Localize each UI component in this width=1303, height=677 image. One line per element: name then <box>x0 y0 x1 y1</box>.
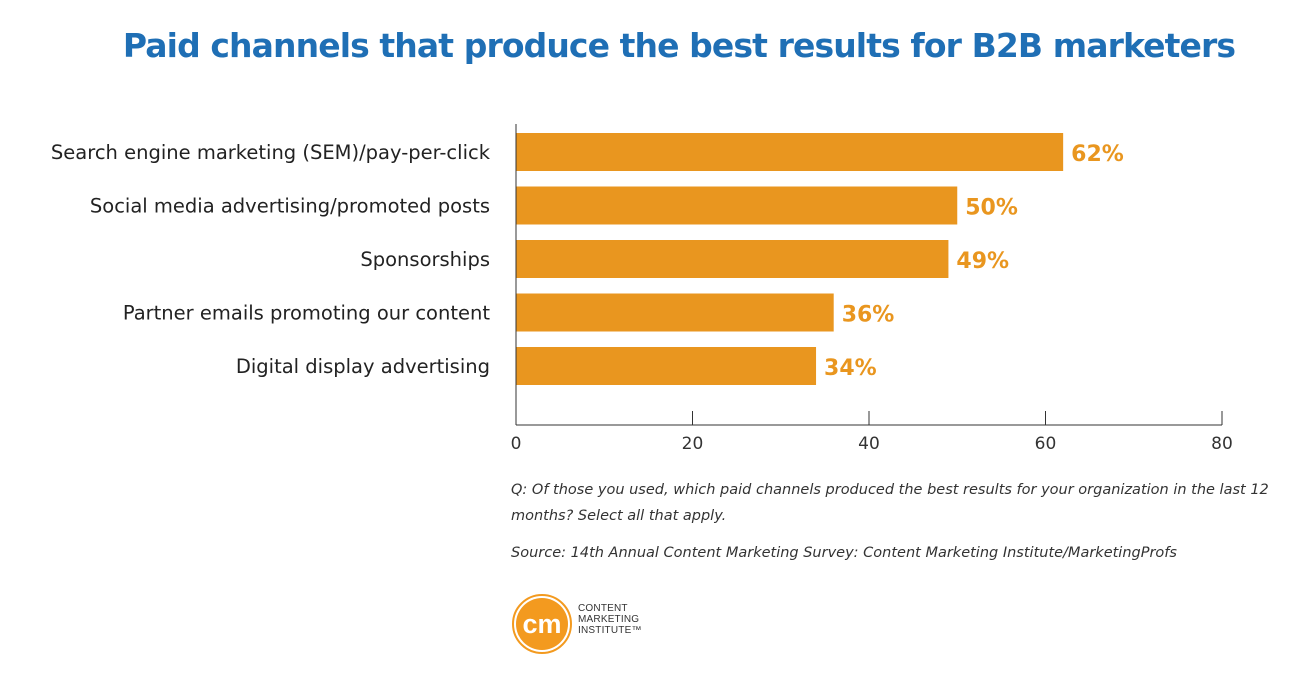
category-label-1: Search engine marketing (SEM)/pay-per-cl… <box>51 141 491 164</box>
value-label-1: 62% <box>1071 142 1124 167</box>
bars-layer <box>516 133 1064 385</box>
x-tick-label-3: 40 <box>858 434 880 454</box>
logo-line-3: INSTITUTE™ <box>578 625 642 636</box>
chart-title: Paid channels that produce the best resu… <box>122 26 1236 65</box>
bar-2 <box>516 186 958 225</box>
logo-initials: cm <box>522 609 561 639</box>
x-tick-label-5: 80 <box>1211 434 1233 454</box>
survey-question-note: Q: Of those you used, which paid channel… <box>511 482 1269 524</box>
category-label-3: Sponsorships <box>360 248 490 271</box>
cmi-logo-mark: cm <box>512 594 572 654</box>
value-label-2: 50% <box>965 196 1018 221</box>
category-label-5: Digital display advertising <box>236 355 490 378</box>
value-labels: 62% 50% 49% 36% 34% <box>824 142 1124 381</box>
category-labels: Search engine marketing (SEM)/pay-per-cl… <box>51 141 491 378</box>
value-label-3: 49% <box>956 249 1009 274</box>
x-tick-label-1: 0 <box>511 434 522 454</box>
cmi-logo: cm CONTENT MARKETING INSTITUTE™ <box>512 594 692 654</box>
bar-5 <box>516 347 817 385</box>
value-label-5: 34% <box>824 356 877 381</box>
category-label-4: Partner emails promoting our content <box>123 302 491 325</box>
bar-1 <box>516 133 1064 171</box>
bar-4 <box>516 293 834 332</box>
logo-line-2: MARKETING <box>578 614 640 625</box>
value-label-4: 36% <box>842 303 895 328</box>
x-tick-label-2: 20 <box>682 434 704 454</box>
logo-wordmark: CONTENT MARKETING INSTITUTE™ <box>578 603 642 636</box>
source-note: Source: 14th Annual Content Marketing Su… <box>511 545 1177 561</box>
x-axis-ticks: 0 20 40 60 80 <box>511 411 1233 454</box>
category-label-2: Social media advertising/promoted posts <box>90 195 490 218</box>
bar-chart: Search engine marketing (SEM)/pay-per-cl… <box>51 124 1233 454</box>
bar-3 <box>516 240 949 278</box>
x-tick-label-4: 60 <box>1035 434 1057 454</box>
logo-line-1: CONTENT <box>578 603 628 614</box>
